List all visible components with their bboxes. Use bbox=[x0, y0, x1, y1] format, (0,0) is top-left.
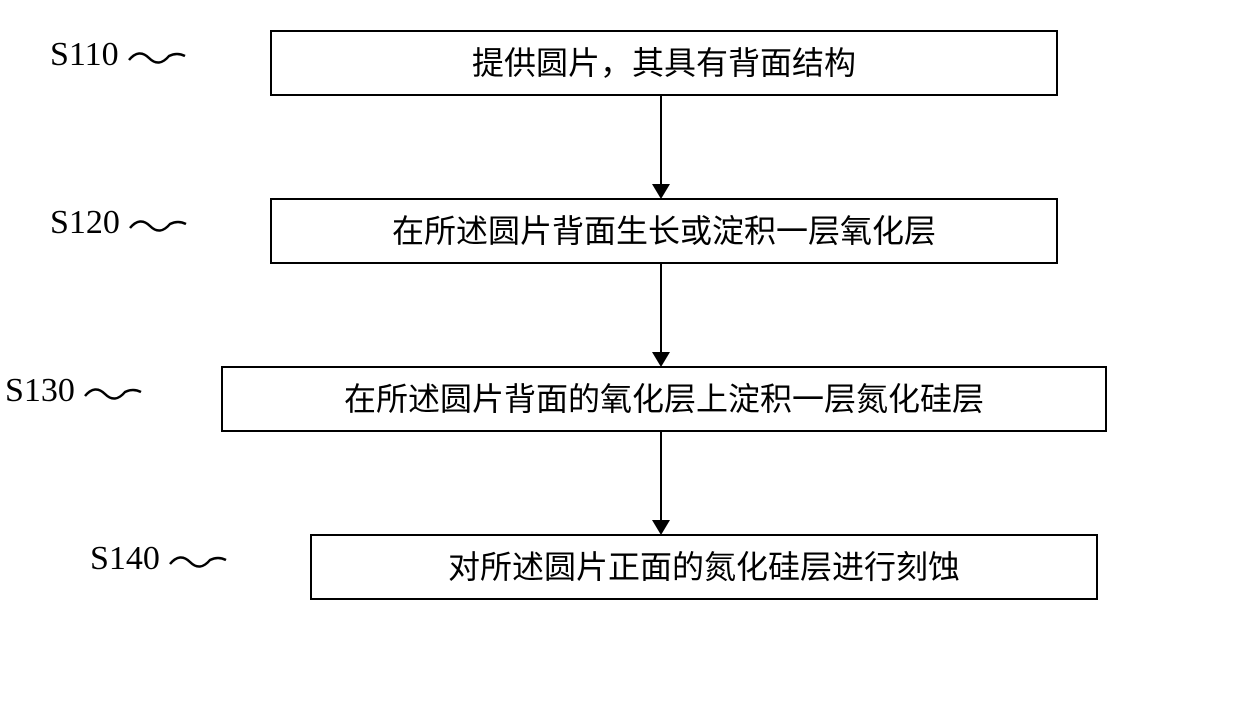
arrow-s130-s140 bbox=[660, 432, 662, 535]
step-s120: S120 bbox=[50, 198, 190, 240]
arrow-head-icon bbox=[652, 520, 670, 535]
process-text-s140: 对所述圆片正面的氮化硅层进行刻蚀 bbox=[448, 548, 960, 586]
process-text-s130: 在所述圆片背面的氧化层上淀积一层氮化硅层 bbox=[344, 380, 984, 418]
process-box-s110: 提供圆片，其具有背面结构 bbox=[270, 30, 1058, 96]
step-s140: S140 bbox=[90, 534, 230, 576]
wavy-connector-icon bbox=[168, 546, 228, 576]
process-text-s120: 在所述圆片背面生长或淀积一层氧化层 bbox=[392, 212, 936, 250]
arrow-line bbox=[660, 264, 662, 352]
process-box-s120: 在所述圆片背面生长或淀积一层氧化层 bbox=[270, 198, 1058, 264]
arrow-line bbox=[660, 96, 662, 184]
step-label-s130: S130 bbox=[5, 366, 75, 408]
arrow-head-icon bbox=[652, 184, 670, 199]
process-box-s140: 对所述圆片正面的氮化硅层进行刻蚀 bbox=[310, 534, 1098, 600]
arrow-head-icon bbox=[652, 352, 670, 367]
step-s130: S130 bbox=[5, 366, 145, 408]
arrow-line bbox=[660, 432, 662, 520]
step-s110: S110 bbox=[50, 30, 189, 72]
step-label-s140: S140 bbox=[90, 534, 160, 576]
step-label-s120: S120 bbox=[50, 198, 120, 240]
wavy-connector-icon bbox=[83, 378, 143, 408]
wavy-connector-icon bbox=[128, 210, 188, 240]
flowchart-container: S110 提供圆片，其具有背面结构 S120 在所述圆片背面生长或淀积一层氧化层… bbox=[50, 30, 1190, 670]
arrow-s120-s130 bbox=[660, 264, 662, 367]
step-label-s110: S110 bbox=[50, 30, 119, 72]
arrow-s110-s120 bbox=[660, 96, 662, 199]
process-text-s110: 提供圆片，其具有背面结构 bbox=[472, 44, 856, 82]
process-box-s130: 在所述圆片背面的氧化层上淀积一层氮化硅层 bbox=[221, 366, 1107, 432]
wavy-connector-icon bbox=[127, 42, 187, 72]
